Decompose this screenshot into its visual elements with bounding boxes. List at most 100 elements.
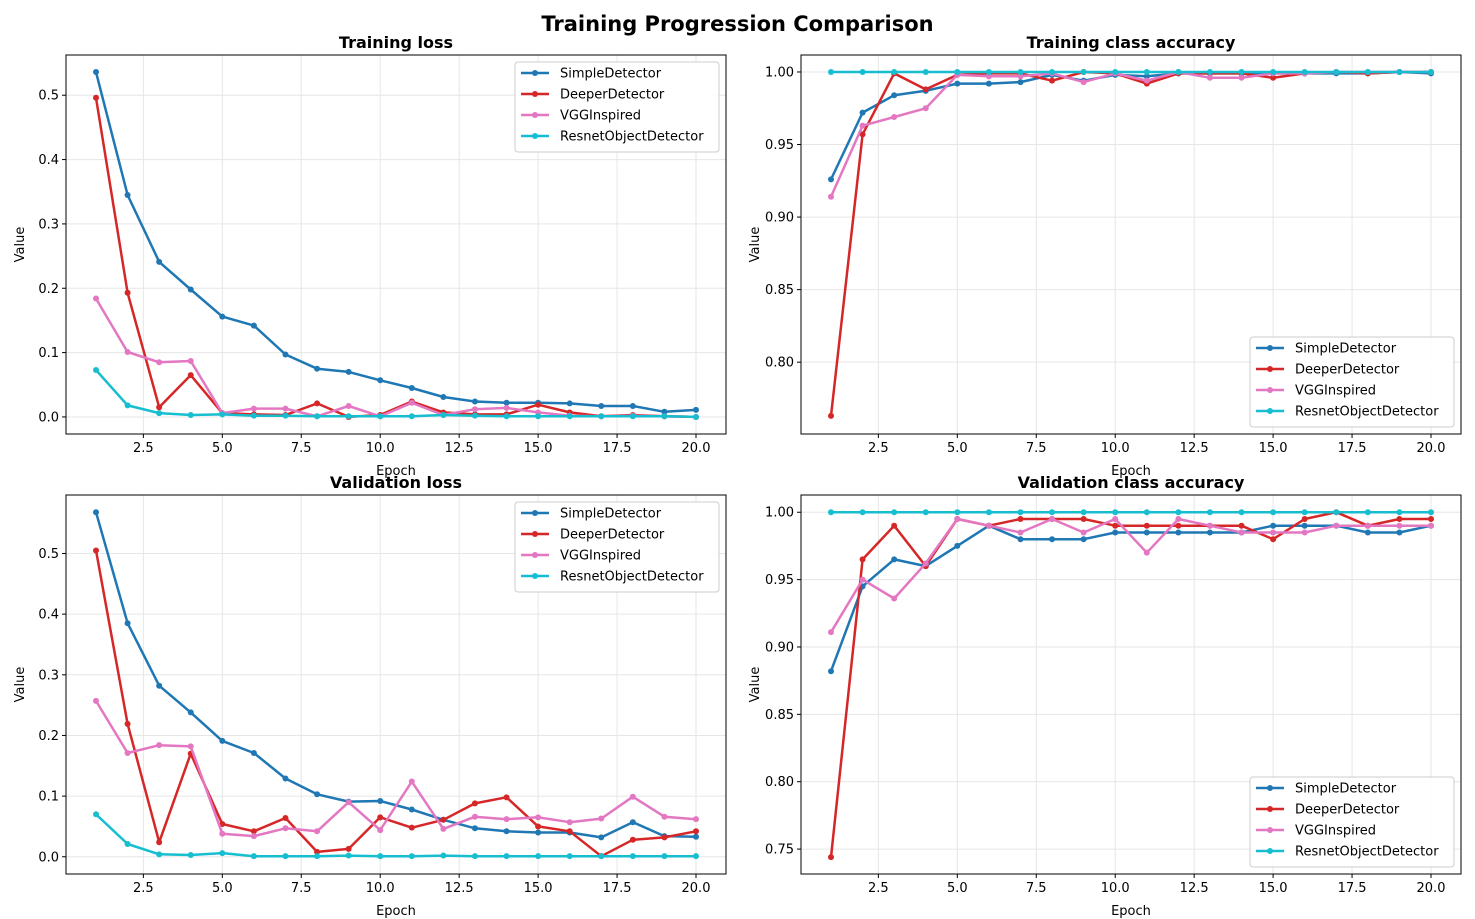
y-tick-label: 0.2: [38, 282, 59, 297]
data-point: [408, 778, 415, 785]
data-point: [661, 408, 668, 415]
y-axis-label: Value: [748, 227, 763, 263]
legend-marker: [1267, 785, 1273, 791]
x-axis-label: Epoch: [1111, 464, 1151, 479]
data-point: [1175, 529, 1182, 536]
data-point: [598, 834, 605, 841]
data-point: [1017, 509, 1024, 516]
data-point: [1080, 68, 1087, 75]
data-point: [629, 836, 636, 843]
data-point: [1112, 515, 1119, 522]
data-point: [954, 542, 961, 549]
data-point: [1080, 509, 1087, 516]
data-point: [314, 400, 321, 407]
data-point: [408, 413, 415, 420]
data-point: [1364, 68, 1371, 75]
data-point: [859, 68, 866, 75]
data-point: [93, 547, 99, 554]
data-point: [891, 509, 898, 516]
data-point: [859, 509, 866, 516]
data-point: [471, 825, 478, 832]
data-point: [859, 556, 866, 563]
data-point: [377, 853, 384, 860]
data-point: [1017, 536, 1024, 543]
data-point: [985, 522, 992, 529]
data-point: [440, 816, 447, 823]
data-point: [124, 620, 131, 627]
data-point: [859, 576, 866, 583]
legend-label: SimpleDetector: [1295, 782, 1397, 797]
data-point: [1301, 68, 1308, 75]
data-point: [985, 80, 992, 87]
data-point: [693, 833, 699, 840]
data-point: [345, 799, 352, 806]
data-point: [187, 743, 194, 750]
legend-marker: [1267, 827, 1273, 833]
data-point: [566, 400, 573, 407]
data-point: [985, 509, 992, 516]
series-line-VGGInspired: [829, 517, 1431, 633]
data-point: [282, 412, 289, 419]
x-tick-label: 15.0: [524, 881, 553, 896]
legend-marker: [532, 133, 538, 139]
data-point: [471, 398, 478, 405]
x-tick-label: 7.5: [1026, 441, 1047, 456]
data-point: [598, 853, 605, 860]
data-point: [187, 286, 194, 293]
legend: SimpleDetector DeeperDetector VGGInspired R…: [514, 501, 720, 593]
y-tick-label: 0.95: [765, 573, 794, 588]
legend-label: DeeperDetector: [560, 528, 665, 543]
data-point: [187, 851, 194, 858]
data-point: [471, 800, 478, 807]
data-point: [156, 682, 163, 689]
data-point: [828, 629, 834, 636]
data-point: [693, 853, 699, 860]
data-point: [1238, 522, 1245, 529]
data-point: [693, 816, 699, 823]
data-point: [314, 848, 321, 855]
data-point: [1238, 509, 1245, 516]
data-point: [187, 709, 194, 716]
data-point: [1238, 74, 1245, 81]
data-point: [1017, 73, 1024, 80]
data-point: [693, 413, 699, 420]
legend: SimpleDetector DeeperDetector VGGInspired R…: [1249, 336, 1455, 428]
data-point: [471, 406, 478, 413]
y-tick-label: 0.90: [765, 211, 794, 226]
data-point: [859, 109, 866, 116]
data-point: [503, 399, 510, 406]
data-point: [891, 556, 898, 563]
y-axis-label: Value: [748, 667, 763, 703]
y-tick-label: 0.75: [765, 843, 794, 858]
axes-frame: [800, 54, 1462, 435]
data-point: [250, 853, 257, 860]
data-point: [250, 750, 257, 757]
data-point: [985, 68, 992, 75]
legend-box: [1249, 336, 1455, 428]
data-point: [503, 853, 510, 860]
series-line-VGGInspired: [94, 700, 697, 838]
legend-label: ResnetObjectDetector: [1295, 405, 1439, 420]
data-point: [1017, 529, 1024, 536]
data-point: [1143, 522, 1150, 529]
y-tick-label: 0.2: [38, 729, 59, 744]
data-point: [156, 839, 163, 846]
data-point: [1206, 68, 1213, 75]
data-point: [314, 853, 321, 860]
data-point: [1080, 529, 1087, 536]
data-point: [1175, 68, 1182, 75]
figure-title: Training Progression Comparison: [541, 12, 934, 36]
y-tick-label: 0.80: [765, 356, 794, 371]
data-point: [503, 828, 510, 835]
data-point: [124, 720, 131, 727]
y-axis-label: Value: [13, 667, 28, 703]
data-point: [377, 814, 384, 821]
data-point: [1396, 68, 1403, 75]
data-point: [1112, 68, 1119, 75]
x-tick-label: 7.5: [1026, 881, 1047, 896]
data-point: [440, 394, 447, 401]
legend-label: DeeperDetector: [1295, 363, 1400, 378]
legend-marker: [1267, 848, 1273, 854]
data-point: [1428, 509, 1434, 516]
legend-marker: [532, 70, 538, 76]
